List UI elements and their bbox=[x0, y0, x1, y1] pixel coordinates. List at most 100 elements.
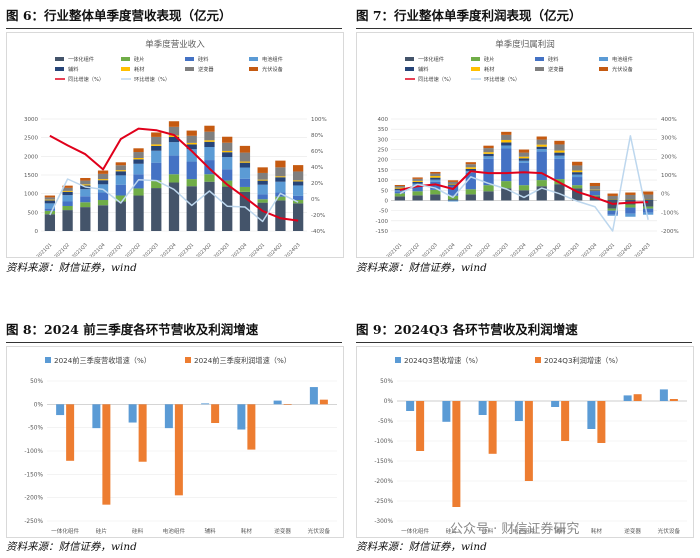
bar-segment bbox=[151, 188, 162, 231]
bar-segment bbox=[607, 210, 618, 215]
y-left-tick-label: 0 bbox=[35, 229, 39, 235]
bar-segment bbox=[430, 179, 441, 182]
legend-swatch bbox=[55, 67, 64, 71]
y-right-tick-label: -20% bbox=[311, 213, 325, 219]
bar bbox=[659, 389, 668, 401]
figure-8-panel: 图 8：2024 前三季度各环节营收及利润增速 2024前三季度营收增速（%） 2… bbox=[6, 320, 346, 556]
legend-swatch bbox=[471, 67, 480, 71]
bar-segment bbox=[412, 191, 423, 196]
bar-segment bbox=[151, 136, 162, 145]
bar-segment bbox=[554, 152, 565, 156]
bar-segment bbox=[572, 172, 583, 175]
legend-label: 2024Q3营收增速（%） bbox=[404, 356, 482, 365]
legend-label: 2024前三季度利润增速（%） bbox=[194, 356, 291, 365]
bar-segment bbox=[204, 160, 215, 175]
x-tick-label: 耗材 bbox=[241, 527, 253, 535]
bar-segment bbox=[44, 210, 56, 215]
bar bbox=[587, 401, 596, 429]
bar-segment bbox=[412, 177, 423, 179]
legend-label: 硅片 bbox=[484, 55, 494, 63]
bar-segment bbox=[625, 213, 636, 217]
y-left-tick-label: 200 bbox=[378, 158, 389, 164]
bar-segment bbox=[115, 195, 126, 202]
x-tick-label: 2024Q2 bbox=[616, 242, 634, 257]
bar-segment bbox=[97, 200, 109, 206]
bar-segment bbox=[257, 194, 268, 200]
figure-7-source: 资料来源：财信证券，wind bbox=[356, 262, 487, 274]
bar-segment bbox=[518, 149, 530, 153]
x-tick-label: 2022Q1 bbox=[457, 242, 475, 257]
x-tick-label: 2022Q1 bbox=[107, 242, 125, 257]
bar-segment bbox=[430, 171, 441, 174]
bar-segment bbox=[536, 149, 547, 152]
bar-segment bbox=[97, 180, 109, 185]
bar-segment bbox=[44, 199, 56, 201]
bar-segment bbox=[62, 210, 73, 231]
bar-segment bbox=[115, 165, 126, 171]
bar-segment bbox=[151, 144, 162, 146]
bar bbox=[128, 404, 137, 423]
bar-segment bbox=[222, 142, 233, 151]
y-tick-label: 50% bbox=[380, 379, 393, 385]
bar-segment bbox=[204, 131, 215, 141]
legend-swatch bbox=[121, 67, 130, 71]
figure-9-source: 资料来源：财信证券，wind bbox=[356, 541, 487, 553]
x-tick-label: 2024Q2 bbox=[266, 242, 284, 257]
x-tick-label: 2024Q1 bbox=[248, 242, 266, 257]
bar-segment bbox=[501, 188, 512, 201]
bar-segment bbox=[133, 158, 144, 160]
x-tick-label: 一体化组件 bbox=[401, 527, 429, 535]
legend-swatch bbox=[599, 57, 608, 61]
bar-segment bbox=[62, 201, 73, 206]
legend-label: 2024前三季度营收增速（%） bbox=[54, 356, 151, 365]
x-tick-label: 2023Q4 bbox=[581, 242, 599, 257]
bar bbox=[442, 401, 451, 422]
bar bbox=[309, 387, 318, 405]
bar-segment bbox=[44, 200, 56, 204]
bar-segment bbox=[518, 156, 530, 159]
figure-7-chart: 单季度归属利润 一体化组件 硅片 硅料 电池组件 辅料 耗材 逆变器 光伏设备 同比增速（%） 环比… bbox=[356, 32, 694, 258]
bar-segment bbox=[239, 191, 251, 231]
bar-segment bbox=[607, 208, 618, 211]
legend-swatch bbox=[185, 357, 191, 363]
bar-segment bbox=[222, 169, 233, 181]
bar-segment bbox=[239, 178, 251, 187]
bar-segment bbox=[257, 180, 268, 185]
legend-swatch bbox=[535, 357, 541, 363]
bar-segment bbox=[222, 186, 233, 231]
y-tick-label: -50% bbox=[28, 426, 43, 432]
legend-label: 电池组件 bbox=[262, 55, 283, 63]
y-left-tick-label: 2500 bbox=[24, 136, 38, 142]
bar-segment bbox=[168, 121, 180, 127]
bar-segment bbox=[501, 134, 512, 140]
bar-segment bbox=[501, 181, 512, 189]
y-right-tick-label: 100% bbox=[311, 117, 327, 123]
legend-label: 2024Q3利润增速（%） bbox=[544, 356, 622, 365]
bar-segment bbox=[292, 171, 304, 181]
x-tick-label: 逆变器 bbox=[274, 527, 291, 535]
bar bbox=[138, 404, 147, 462]
bar-segment bbox=[222, 157, 233, 170]
y-right-tick-label: 200% bbox=[661, 154, 677, 160]
bar-segment bbox=[394, 185, 406, 188]
bar-segment bbox=[168, 155, 180, 175]
y-tick-label: -250% bbox=[24, 519, 43, 525]
bar-segment bbox=[465, 167, 476, 169]
bar-segment bbox=[554, 144, 565, 151]
bar-segment bbox=[62, 185, 73, 188]
x-tick-label: 2023Q2 bbox=[545, 242, 563, 257]
bar-segment bbox=[465, 168, 476, 171]
x-tick-label: 硅片 bbox=[446, 527, 458, 535]
bar bbox=[247, 404, 256, 450]
y-left-tick-label: 300 bbox=[378, 137, 389, 143]
y-left-tick-label: 150 bbox=[378, 168, 389, 174]
y-tick-label: -200% bbox=[24, 496, 43, 502]
bar-segment bbox=[115, 162, 126, 166]
chart-title: 单季度归属利润 bbox=[495, 39, 555, 50]
legend-swatch bbox=[535, 57, 544, 61]
bar-segment bbox=[239, 145, 251, 153]
bar-segment bbox=[275, 167, 286, 177]
legend-label: 同比增速（%） bbox=[418, 75, 454, 83]
bar-segment bbox=[572, 185, 583, 189]
